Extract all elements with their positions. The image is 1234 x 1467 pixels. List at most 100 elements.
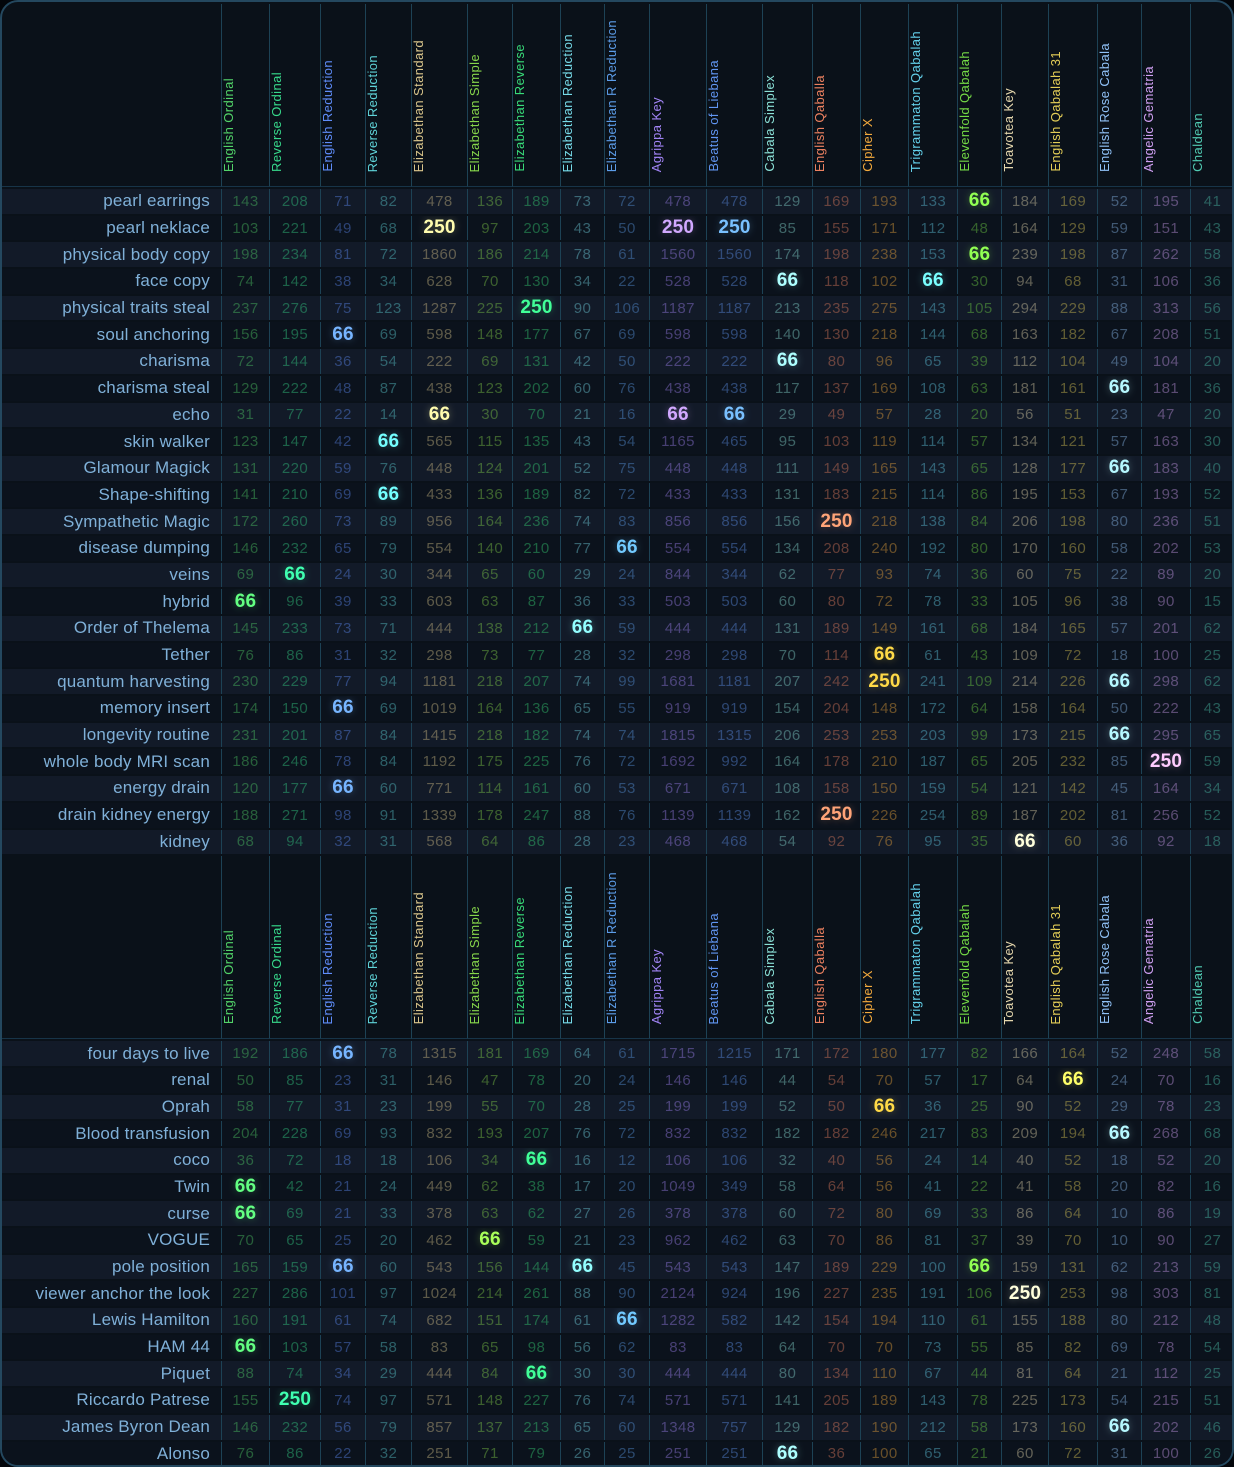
value-cell[interactable]: 66: [320, 1254, 365, 1280]
value-cell[interactable]: 189: [512, 189, 560, 214]
value-cell[interactable]: 106: [706, 1147, 762, 1173]
value-cell[interactable]: 682: [411, 1308, 467, 1333]
column-header-elizabethan-r-reduction[interactable]: Elizabethan R Reduction: [604, 4, 649, 187]
value-cell[interactable]: 95: [908, 829, 957, 855]
column-header-elizabethan-reverse[interactable]: Elizabethan Reverse: [512, 856, 560, 1040]
value-cell[interactable]: 189: [860, 1388, 908, 1413]
value-cell[interactable]: 55: [604, 696, 649, 721]
value-cell[interactable]: 65: [467, 1334, 512, 1360]
row-label[interactable]: disease dumping: [78, 538, 210, 558]
value-cell[interactable]: 478: [649, 189, 706, 214]
value-cell[interactable]: 61: [604, 1041, 649, 1066]
row-label[interactable]: Sympathetic Magic: [62, 511, 210, 531]
value-cell[interactable]: 156: [762, 509, 812, 534]
value-cell[interactable]: 89: [1141, 562, 1190, 588]
value-cell[interactable]: 76: [560, 1388, 604, 1413]
value-cell[interactable]: 68: [365, 215, 411, 241]
value-cell[interactable]: 215: [860, 482, 908, 508]
value-cell[interactable]: 227: [221, 1281, 269, 1307]
column-header-cabala-simplex[interactable]: Cabala Simplex: [762, 856, 812, 1040]
value-cell[interactable]: 64: [467, 829, 512, 855]
value-cell[interactable]: 48: [1190, 1308, 1232, 1333]
value-cell[interactable]: 78: [908, 589, 957, 614]
value-cell[interactable]: 275: [860, 295, 908, 321]
value-cell[interactable]: 671: [649, 776, 706, 801]
value-cell[interactable]: 218: [467, 669, 512, 695]
value-cell[interactable]: 58: [365, 1334, 411, 1360]
value-cell[interactable]: 84: [467, 1361, 512, 1387]
value-cell[interactable]: 62: [467, 1174, 512, 1200]
value-cell[interactable]: 210: [269, 482, 320, 508]
row-label[interactable]: physical traits steal: [62, 298, 210, 318]
value-cell[interactable]: 96: [269, 589, 320, 614]
value-cell[interactable]: 85: [269, 1067, 320, 1093]
value-cell[interactable]: 205: [1001, 749, 1048, 775]
value-cell[interactable]: 50: [812, 1094, 860, 1120]
value-cell[interactable]: 43: [957, 642, 1001, 668]
value-cell[interactable]: 70: [860, 1067, 908, 1093]
value-cell[interactable]: 36: [1190, 375, 1232, 401]
value-cell[interactable]: 56: [860, 1147, 908, 1173]
value-cell[interactable]: 156: [467, 1254, 512, 1280]
value-cell[interactable]: 109: [957, 669, 1001, 695]
value-cell[interactable]: 71: [365, 616, 411, 641]
value-cell[interactable]: 93: [365, 1121, 411, 1146]
value-cell[interactable]: 88: [560, 1281, 604, 1307]
row-label[interactable]: veins: [169, 564, 210, 584]
column-header-english-qaballa[interactable]: English Qaballa: [812, 856, 860, 1040]
column-header-english-reduction[interactable]: English Reduction: [320, 856, 365, 1040]
value-cell[interactable]: 69: [467, 349, 512, 374]
value-cell[interactable]: 543: [411, 1254, 467, 1280]
value-cell[interactable]: 433: [411, 482, 467, 508]
column-header-elevenfold-qabalah[interactable]: Elevenfold Qabalah: [957, 856, 1001, 1040]
value-cell[interactable]: 78: [1141, 1094, 1190, 1120]
value-cell[interactable]: 114: [812, 642, 860, 668]
value-cell[interactable]: 38: [1097, 589, 1141, 614]
value-cell[interactable]: 119: [860, 429, 908, 454]
value-cell[interactable]: 64: [957, 696, 1001, 721]
column-header-english-qaballa[interactable]: English Qaballa: [812, 4, 860, 187]
value-cell[interactable]: 57: [1097, 429, 1141, 454]
value-cell[interactable]: 182: [1048, 322, 1097, 348]
value-cell[interactable]: 260: [269, 509, 320, 534]
value-cell[interactable]: 77: [812, 562, 860, 588]
column-header-english-reduction[interactable]: English Reduction: [320, 4, 365, 187]
value-cell[interactable]: 39: [957, 349, 1001, 374]
value-cell[interactable]: 75: [1048, 562, 1097, 588]
value-cell[interactable]: 153: [908, 242, 957, 268]
value-cell[interactable]: 23: [1097, 402, 1141, 428]
value-cell[interactable]: 38: [512, 1174, 560, 1200]
value-cell[interactable]: 20: [560, 1067, 604, 1093]
value-cell[interactable]: 20: [957, 402, 1001, 428]
value-cell[interactable]: 134: [812, 1361, 860, 1387]
value-cell[interactable]: 671: [706, 776, 762, 801]
value-cell[interactable]: 229: [269, 669, 320, 695]
value-cell[interactable]: 65: [269, 1228, 320, 1253]
value-cell[interactable]: 1192: [411, 749, 467, 775]
value-cell[interactable]: 67: [560, 322, 604, 348]
value-cell[interactable]: 173: [1001, 722, 1048, 748]
value-cell[interactable]: 53: [1190, 535, 1232, 561]
column-header-agrippa-key[interactable]: Agrippa Key: [649, 4, 706, 187]
row-label[interactable]: pearl earrings: [103, 191, 210, 211]
value-cell[interactable]: 251: [649, 1441, 706, 1465]
value-cell[interactable]: 207: [512, 1121, 560, 1146]
value-cell[interactable]: 78: [365, 1041, 411, 1066]
column-header-agrippa-key[interactable]: Agrippa Key: [649, 856, 706, 1040]
value-cell[interactable]: 39: [1001, 1228, 1048, 1253]
value-cell[interactable]: 189: [512, 482, 560, 508]
value-cell[interactable]: 66: [762, 349, 812, 374]
value-cell[interactable]: 131: [512, 349, 560, 374]
value-cell[interactable]: 21: [1097, 1361, 1141, 1387]
value-cell[interactable]: 138: [908, 509, 957, 534]
value-cell[interactable]: 49: [1097, 349, 1141, 374]
column-header-elizabethan-reduction[interactable]: Elizabethan Reduction: [560, 4, 604, 187]
value-cell[interactable]: 33: [365, 1201, 411, 1226]
value-cell[interactable]: 61: [908, 642, 957, 668]
value-cell[interactable]: 1024: [411, 1281, 467, 1307]
value-cell[interactable]: 105: [1001, 589, 1048, 614]
value-cell[interactable]: 31: [1097, 1441, 1141, 1465]
value-cell[interactable]: 64: [762, 1334, 812, 1360]
value-cell[interactable]: 112: [1141, 1361, 1190, 1387]
value-cell[interactable]: 378: [706, 1201, 762, 1226]
